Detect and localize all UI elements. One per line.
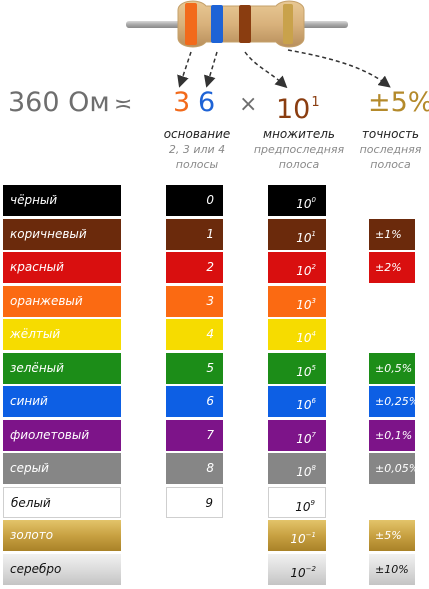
digit-2: 6 [198,87,216,118]
lead-left [126,21,182,28]
multiplier-cell: 104 [268,319,326,350]
multiplier-base: 10 [296,197,312,211]
color-name-cell: зелёный [3,353,121,384]
caption-base: основание 2, 3 или 4 полосы [152,127,242,172]
arrow-digit1 [177,51,192,88]
caption-tolerance: точность последняя полоса [352,127,429,172]
caption-base-title: основание [163,127,231,141]
multiplier-cell: 105 [268,353,326,384]
color-name-cell: синий [3,386,121,417]
resistor-illustration [126,0,391,89]
caption-tol-title: точность [361,127,420,141]
color-name-cell: серебро [3,554,121,585]
multiplier-cell: 101 [268,219,326,250]
times-sign: × [239,92,258,117]
resistance-value: 360 Ом [8,87,110,118]
tolerance-cell: ±10% [369,554,415,585]
color-name-cell: чёрный [3,185,121,216]
tolerance-cell: ±0,05% [369,453,419,484]
multiplier-cell: 10−1 [268,520,326,551]
color-name-cell: фиолетовый [3,420,121,451]
multiplier-base: 10 [296,331,312,345]
multiplier-base: 10 [290,532,306,546]
color-name-cell: оранжевый [3,286,121,317]
color-name-cell: серый [3,453,121,484]
multiplier-cell: 10−2 [268,554,326,585]
digit-cell: 2 [166,252,223,283]
tolerance-cell: ±0,1% [369,420,415,451]
digit-cell: 6 [166,386,223,417]
caption-mult-sub1: предпоследняя [253,143,345,156]
color-name-cell: жёлтый [3,319,121,350]
digit-cell: 0 [166,185,223,216]
band-2 [211,5,223,43]
multiplier-exponent: 0 [311,196,316,204]
multiplier-cell: 100 [268,185,326,216]
arrow-multiplier [244,51,288,89]
multiplier-cell: 106 [268,386,326,417]
color-name-cell: красный [3,252,121,283]
caption-multiplier: множитель предпоследняя полоса [244,127,354,172]
multiplier-exponent: 4 [311,330,316,338]
multiplier-base: 10 [276,94,311,125]
digit-cell: 4 [166,319,223,350]
tolerance-cell: ±1% [369,219,415,250]
multiplier-base: 10 [295,500,311,514]
caption-base-sub2: полосы [175,158,219,171]
tolerance-cell: ±2% [369,252,415,283]
tolerance-cell: ±5% [369,520,415,551]
caption-tol-sub1: последняя [359,143,422,156]
multiplier-exponent: −1 [305,531,316,539]
multiplier-exponent: 3 [311,297,316,305]
multiplier-exponent: 2 [311,263,316,271]
multiplier-exponent: −2 [305,565,316,573]
multiplier-cell: 107 [268,420,326,451]
arrow-tolerance [287,49,391,88]
multiplier-exponent: 1 [311,95,320,110]
color-name-cell: коричневый [3,219,121,250]
multiplier-cell: 102 [268,252,326,283]
caption-base-sub1: 2, 3 или 4 [168,143,226,156]
digit-1: 3 [173,87,191,118]
multiplier-base: 10 [296,231,312,245]
color-name-cell: белый [3,487,121,518]
caption-tol-sub2: полоса [370,158,411,171]
multiplier-base: 10 [296,298,312,312]
band-1 [185,3,197,45]
multiplier-exponent: 7 [311,431,316,439]
caption-mult-sub2: полоса [278,158,320,171]
digit-cell: 1 [166,219,223,250]
multiplier-exponent: 1 [311,230,316,238]
multiplier-base: 10 [296,432,312,446]
multiplier-cell: 109 [268,487,326,518]
digit-cell: 3 [166,286,223,317]
color-name-cell: золото [3,520,121,551]
multiplier: 101 [276,86,320,125]
band-3 [239,5,251,43]
band-4 [283,4,293,44]
multiplier-exponent: 9 [310,499,315,507]
multiplier-base: 10 [296,264,312,278]
multiplier-cell: 108 [268,453,326,484]
multiplier-base: 10 [296,465,312,479]
tolerance-cell: ±0,5% [369,353,415,384]
multiplier-exponent: 5 [311,364,316,372]
approx-sign: ≍ [114,92,133,117]
multiplier-base: 10 [290,566,306,580]
tolerance-cell: ±0,25% [369,386,419,417]
multiplier-cell: 103 [268,286,326,317]
digit-cell: 9 [166,487,223,518]
digit-cell: 7 [166,420,223,451]
multiplier-base: 10 [296,365,312,379]
digit-cell: 5 [166,353,223,384]
multiplier-exponent: 6 [311,397,316,405]
multiplier-exponent: 8 [311,464,316,472]
multiplier-base: 10 [296,398,312,412]
digit-cell: 8 [166,453,223,484]
arrow-digit2 [203,51,218,88]
caption-mult-title: множитель [263,127,335,141]
tolerance: ±5% [368,87,429,118]
lead-right [298,21,348,28]
